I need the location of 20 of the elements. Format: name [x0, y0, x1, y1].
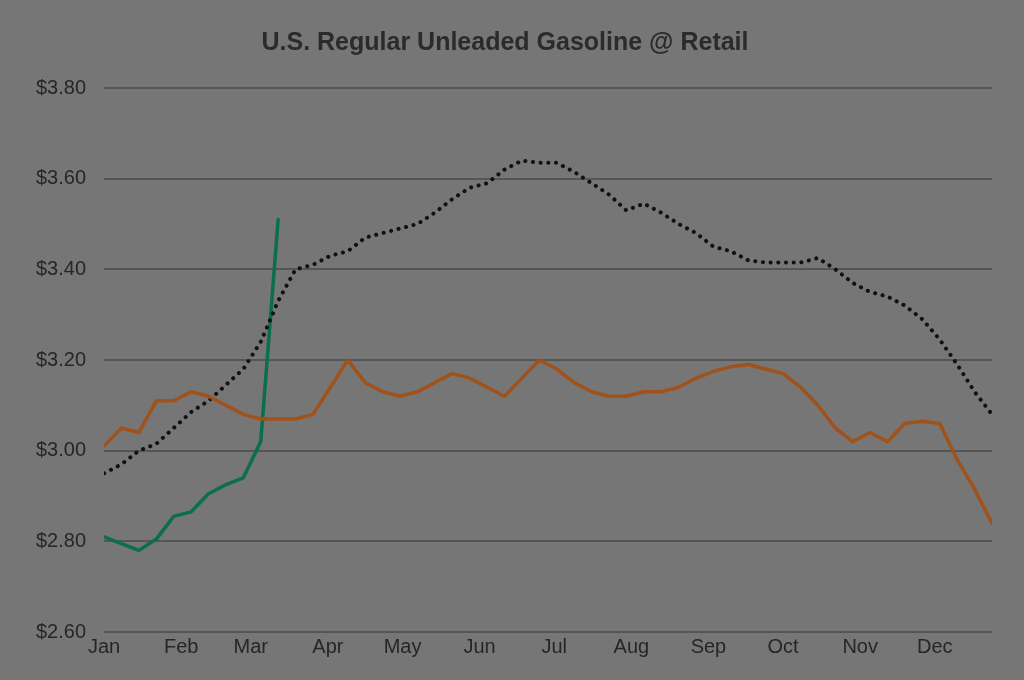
x-tick-label: Mar [233, 634, 269, 657]
y-tick-label: $3.40 [35, 256, 87, 279]
x-tick-label: Jan [87, 634, 121, 657]
x-tick-label: Jun [463, 634, 496, 657]
chart-title: U.S. Regular Unleaded Gasoline @ Retail [261, 26, 749, 55]
x-tick-label: Nov [842, 634, 878, 657]
x-tick-label: Sep [690, 634, 727, 657]
x-tick-label: May [383, 634, 422, 657]
y-tick-label: $3.80 [35, 75, 87, 98]
x-tick-label: Jul [541, 634, 568, 657]
x-tick-label: Aug [613, 634, 650, 657]
y-tick-label: $2.60 [35, 619, 87, 642]
x-tick-label: Oct [767, 634, 800, 657]
y-tick-label: $3.00 [35, 438, 87, 461]
y-tick-label: $3.60 [35, 166, 87, 189]
x-tick-label: Feb [163, 634, 199, 657]
y-tick-label: $3.20 [35, 347, 87, 370]
y-tick-label: $2.80 [35, 528, 87, 551]
x-tick-label: Apr [312, 634, 344, 657]
x-tick-label: Dec [917, 634, 953, 657]
